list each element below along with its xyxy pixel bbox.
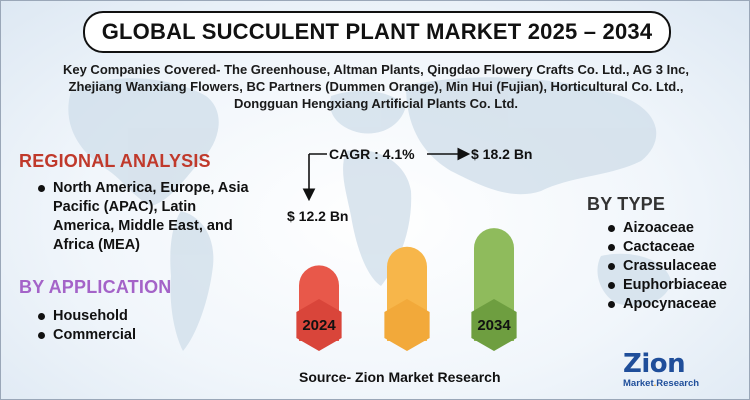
year-label-2034: 2034 [477,317,511,334]
year-badge-2034 [471,299,517,351]
market-size-chart: 2024 2034 CAGR : 4.1% $ 12.2 Bn $ 18.2 Bn [271,136,571,371]
cagr-label: CAGR : 4.1% [329,146,415,162]
year-badge-middle [384,299,430,351]
logo-sub-dot: . [653,378,657,389]
source-text: Source- Zion Market Research [299,369,501,385]
type-item-cactaceae: Cactaceae [605,238,745,257]
page-title: GLOBAL SUCCULENT PLANT MARKET 2025 – 203… [83,11,671,53]
type-item-euphorbiaceae: Euphorbiaceae [605,276,745,295]
logo-subtitle: Market.Research [623,378,713,389]
regional-item: North America, Europe, Asia Pacific (APA… [35,179,255,255]
zion-logo: Zion Market.Research [623,351,713,395]
value-label-2024: $ 12.2 Bn [287,208,349,224]
type-item-aizoaceae: Aizoaceae [605,219,745,238]
type-item-apocynaceae: Apocynaceae [605,295,745,314]
year-badge-2024 [296,299,342,351]
chart-svg: 2024 2034 [296,147,517,351]
type-list: Aizoaceae Cactaceae Crassulaceae Euphorb… [605,219,745,314]
logo-sub-right: Research [656,378,700,389]
by-application-heading: BY APPLICATION [19,277,172,297]
type-item-crassulaceae: Crassulaceae [605,257,745,276]
application-list: Household Commercial [35,307,235,345]
regional-list: North America, Europe, Asia Pacific (APA… [35,179,255,255]
regional-analysis-heading: REGIONAL ANALYSIS [19,151,211,171]
year-label-2024: 2024 [302,317,336,334]
application-item-commercial: Commercial [35,326,235,345]
by-type-heading: BY TYPE [587,194,666,214]
value-label-2034: $ 18.2 Bn [471,146,533,162]
logo-sub-left: Market [623,378,654,389]
key-companies-text: Key Companies Covered- The Greenhouse, A… [62,62,690,111]
logo-wordmark: Zion [623,349,686,379]
application-item-household: Household [35,307,235,326]
